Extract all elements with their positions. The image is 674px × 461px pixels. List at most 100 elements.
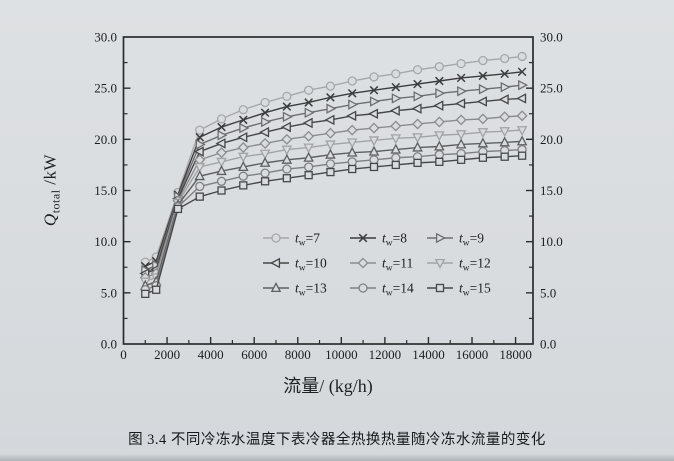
series-marker-tw10 (516, 93, 527, 104)
series-marker-tw15 (500, 152, 509, 161)
legend-marker-tw12 (434, 258, 446, 269)
series-marker-tw12 (303, 143, 314, 154)
series-marker-tw14 (216, 176, 227, 186)
y-tick-label-right: 25.0 (540, 81, 563, 96)
series-marker-tw11 (516, 110, 528, 122)
series-marker-tw8 (195, 132, 205, 142)
series-marker-tw11 (324, 127, 336, 139)
series-marker-tw14 (238, 171, 248, 181)
y-tick-label-right: 15.0 (540, 183, 563, 198)
legend-label-tw9: tw=9 (459, 231, 484, 249)
series-marker-tw13 (238, 160, 249, 172)
series-marker-tw12 (194, 162, 206, 173)
series-marker-tw14 (325, 159, 336, 169)
series-marker-tw8 (282, 102, 292, 111)
series-marker-tw13 (259, 156, 271, 167)
series-marker-tw13 (499, 136, 510, 147)
series-marker-tw13 (281, 153, 293, 164)
y-tick-label-left: 5.0 (101, 285, 117, 300)
series-marker-tw12 (325, 140, 336, 151)
series-marker-tw15 (141, 289, 150, 299)
series-marker-tw7 (500, 53, 510, 64)
x-tick-label: 10000 (325, 347, 358, 362)
series-marker-tw7 (282, 91, 292, 102)
series-marker-tw8 (478, 71, 488, 81)
series-marker-tw11 (455, 114, 467, 126)
series-marker-tw15 (173, 204, 183, 214)
series-marker-tw9 (239, 122, 250, 134)
y-tick-label-left: 30.0 (94, 30, 117, 45)
series-marker-tw13 (434, 140, 445, 151)
series-marker-tw9 (369, 96, 380, 107)
series-marker-tw9 (348, 99, 359, 110)
series-marker-tw7 (260, 97, 270, 108)
series-marker-tw8 (260, 108, 270, 118)
y-tick-label-left: 0.0 (101, 337, 117, 352)
series-marker-tw12 (346, 138, 358, 149)
legend-marker-tw8 (358, 233, 368, 243)
series-marker-tw12 (412, 133, 423, 144)
series-marker-tw9 (217, 129, 228, 141)
series-marker-tw11 (499, 111, 511, 123)
y-tick-label-left: 10.0 (94, 234, 117, 249)
series-marker-tw13 (455, 138, 467, 149)
series-marker-tw12 (499, 127, 510, 138)
series-marker-tw10 (476, 96, 487, 107)
y-axis-symbol: Q (40, 213, 60, 227)
series-marker-tw9 (457, 85, 468, 97)
legend-label-tw10: tw=10 (295, 256, 327, 274)
series-marker-tw10 (367, 108, 379, 120)
legend-label-tw8: tw=8 (382, 231, 407, 249)
y-tick-label-right: 20.0 (540, 132, 563, 147)
series-marker-tw9 (500, 81, 511, 93)
series-marker-tw7 (238, 105, 248, 115)
series-marker-tw8 (391, 82, 401, 92)
series-marker-tw10 (324, 114, 335, 126)
series-marker-tw13 (325, 148, 336, 159)
series-marker-tw15 (456, 155, 466, 164)
series-marker-tw7 (216, 114, 227, 124)
y-tick-label-right: 10.0 (540, 234, 563, 249)
series-marker-tw15 (282, 174, 292, 183)
series-marker-tw11 (368, 122, 380, 134)
series-marker-tw7 (391, 69, 401, 79)
series-marker-tw13 (516, 135, 528, 146)
x-tick-label: 0 (120, 347, 127, 362)
y-axis-label: Qtotal /kW (40, 154, 63, 226)
series-marker-tw13 (368, 145, 380, 156)
legend-label-tw15: tw=15 (459, 281, 491, 299)
series-marker-tw15 (517, 151, 527, 160)
series-marker-tw7 (195, 125, 205, 135)
legend-marker-tw9 (435, 232, 446, 244)
legend-label-tw12: tw=12 (459, 256, 491, 274)
series-marker-tw15 (348, 164, 357, 174)
series-marker-tw13 (477, 137, 489, 148)
series-marker-tw10 (455, 98, 466, 109)
series-marker-tw14 (434, 150, 444, 160)
series-marker-tw11 (281, 133, 293, 145)
x-tick-label: 2000 (154, 347, 180, 362)
series-marker-tw10 (302, 117, 313, 129)
x-tick-label: 18000 (499, 347, 532, 362)
series-marker-tw9 (304, 107, 315, 119)
series-marker-tw13 (303, 151, 314, 162)
series-marker-tw10 (346, 110, 357, 122)
series-marker-tw7 (456, 58, 466, 69)
series-marker-tw14 (391, 153, 401, 163)
series-marker-tw11 (346, 124, 358, 136)
y-tick-label-left: 15.0 (94, 183, 117, 198)
series-marker-tw14 (303, 162, 314, 172)
series-marker-tw12 (281, 145, 293, 156)
figure-caption: 图 3.4 不同冷冻水温度下表冷器全热换热量随冷冻水流量的变化 (128, 432, 546, 448)
series-marker-tw12 (477, 128, 489, 139)
series-marker-tw13 (412, 141, 423, 152)
x-axis-label: 流量/ (kg/h) (283, 376, 373, 396)
legend-marker-tw14 (358, 283, 368, 293)
series-marker-tw7 (369, 72, 379, 82)
legend-label-tw7: tw=7 (295, 231, 320, 249)
series-marker-tw9 (435, 88, 446, 99)
series-marker-tw10 (280, 121, 291, 133)
scan-edge-shadow (0, 454, 674, 461)
series-marker-tw9 (282, 111, 293, 123)
